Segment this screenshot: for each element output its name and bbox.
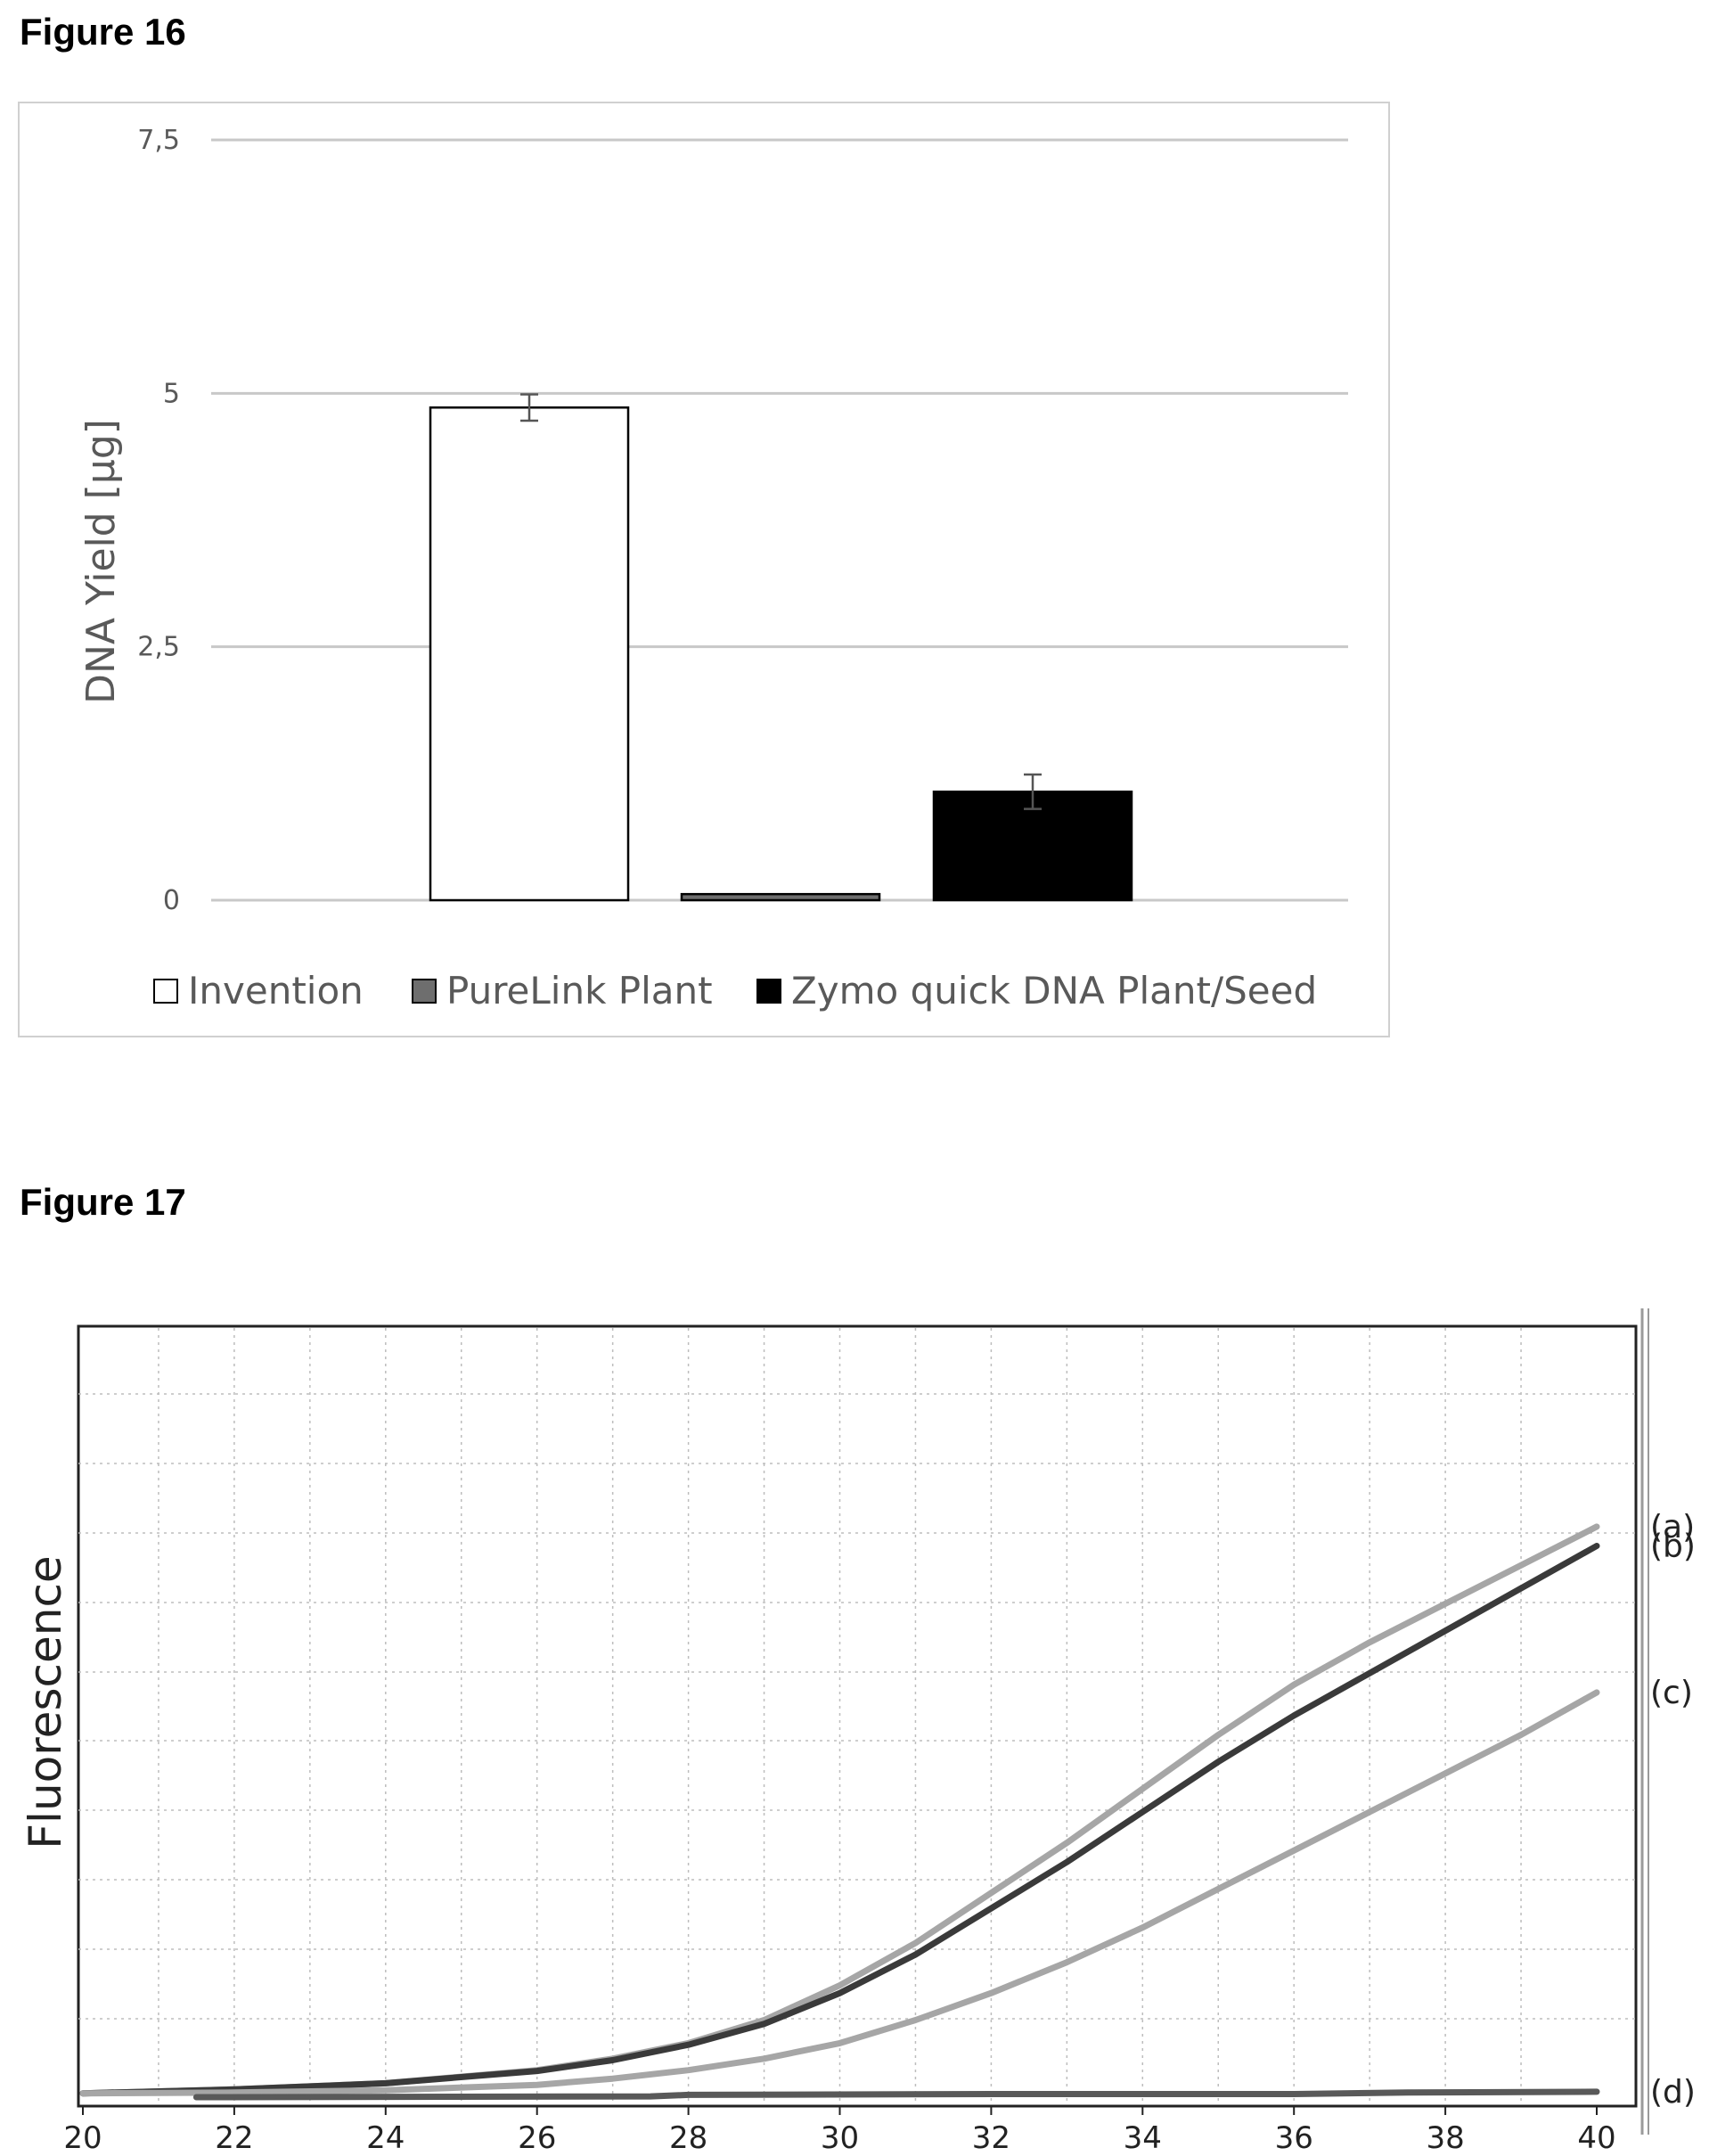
x-tick-label: 28 xyxy=(669,2120,707,2156)
series-label: (c) xyxy=(1650,1675,1693,1711)
y-tick-label: 2,5 xyxy=(137,632,180,663)
bar-2 xyxy=(680,892,881,902)
legend-swatch xyxy=(412,979,437,1004)
y-axis-label: Fluorescence xyxy=(20,1555,71,1849)
x-tick-label: 22 xyxy=(215,2120,253,2156)
x-tick-label: 26 xyxy=(518,2120,556,2156)
y-tick-label: 5 xyxy=(163,378,180,409)
legend-label: Invention xyxy=(188,969,364,1012)
figure-16-title: Figure 16 xyxy=(20,11,186,53)
legend-label: PureLink Plant xyxy=(446,969,713,1012)
figure-16-bar-chart: 0 2,5 5 7,5 DNA Yield [µg] Invention PureLin… xyxy=(78,125,1348,1012)
series-label: (d) xyxy=(1650,2074,1696,2111)
y-tick-label: 0 xyxy=(163,885,180,916)
legend-swatch xyxy=(756,979,781,1004)
legend-swatch xyxy=(153,979,178,1004)
series-line-2 xyxy=(79,1543,1600,2097)
series-label: (b) xyxy=(1650,1529,1696,1565)
figure-16-chart-frame xyxy=(18,102,1390,1037)
x-tick-label: 34 xyxy=(1124,2120,1162,2156)
error-bar xyxy=(1024,773,1042,810)
figure-17-title: Figure 17 xyxy=(20,1181,186,1223)
y-tick-label: 7,5 xyxy=(137,125,180,156)
bar-1 xyxy=(429,406,630,902)
x-tick-label: 24 xyxy=(366,2120,405,2156)
legend-label: Zymo quick DNA Plant/Seed xyxy=(791,969,1317,1012)
plot-frame xyxy=(77,1324,1638,2108)
x-tick-label: 20 xyxy=(63,2120,102,2156)
x-tick-label: 38 xyxy=(1426,2120,1464,2156)
series-label: (a) xyxy=(1650,1509,1695,1545)
error-bar xyxy=(520,393,538,422)
x-tick-label: 32 xyxy=(972,2120,1010,2156)
x-tick-label: 40 xyxy=(1577,2120,1615,2156)
x-tick-label: 36 xyxy=(1275,2120,1313,2156)
y-axis-label: DNA Yield [µg] xyxy=(78,419,124,704)
x-tick-label: 30 xyxy=(821,2120,859,2156)
series-line-3 xyxy=(79,1689,1600,2097)
series-line-4 xyxy=(192,2088,1600,2101)
series-line-1 xyxy=(79,1523,1600,2097)
